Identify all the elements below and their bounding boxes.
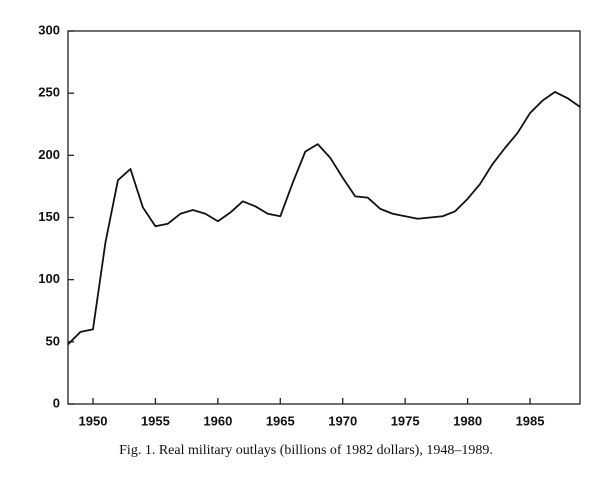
y-tick-label: 100 xyxy=(38,271,60,286)
x-tick-label: 1985 xyxy=(516,413,545,428)
y-tick-label: 50 xyxy=(46,333,60,348)
x-tick-label: 1970 xyxy=(328,413,357,428)
y-tick-label: 300 xyxy=(38,22,60,37)
plot-frame xyxy=(67,30,581,405)
x-tick-label: 1950 xyxy=(79,413,108,428)
x-tick-label: 1965 xyxy=(266,413,295,428)
y-tick-label: 150 xyxy=(38,209,60,224)
y-tick-label: 200 xyxy=(38,147,60,162)
x-tick-label: 1975 xyxy=(391,413,420,428)
y-tick-label: 250 xyxy=(38,85,60,100)
x-tick-label: 1955 xyxy=(141,413,170,428)
x-tick-label: 1980 xyxy=(453,413,482,428)
y-tick-label: 0 xyxy=(53,395,60,410)
x-tick-label: 1960 xyxy=(203,413,232,428)
line xyxy=(67,91,581,345)
caption: Fig. 1. Real military outlays (billions … xyxy=(119,443,493,458)
